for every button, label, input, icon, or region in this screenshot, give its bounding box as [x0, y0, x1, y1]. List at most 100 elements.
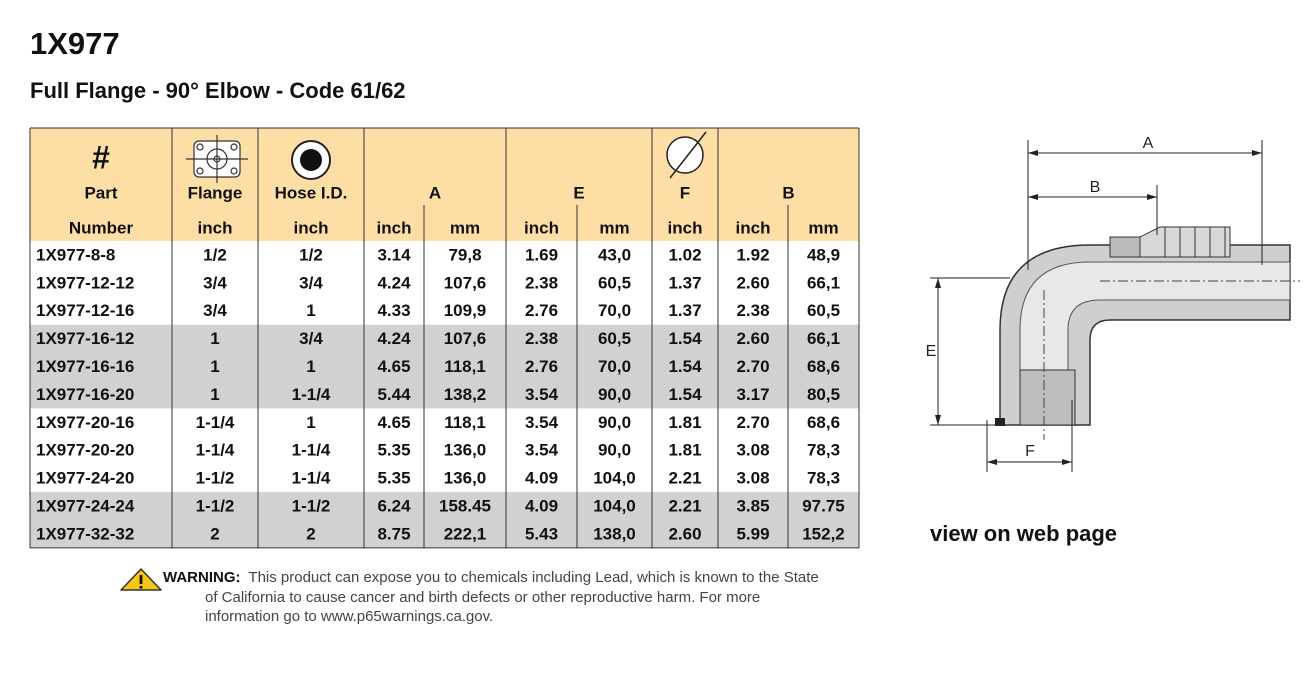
- table-cell: 97.75: [802, 497, 845, 516]
- table-cell: 136,0: [444, 469, 487, 488]
- table-cell: 4.33: [377, 301, 410, 320]
- column-header: B: [782, 183, 794, 202]
- table-cell: 109,9: [444, 301, 487, 320]
- table-cell: 60,5: [807, 301, 840, 320]
- hose-icon: [291, 140, 331, 180]
- column-unit: inch: [294, 218, 329, 237]
- table-cell: 1X977-16-20: [36, 385, 134, 404]
- diameter-icon: [666, 131, 707, 179]
- table-cell: 3.54: [525, 441, 559, 460]
- table-cell: 107,6: [444, 329, 487, 348]
- flange-icon: [186, 135, 248, 183]
- table-cell: 90,0: [598, 441, 631, 460]
- table-cell: 1.54: [668, 357, 702, 376]
- table-cell: 1: [210, 385, 219, 404]
- table-cell: 1X977-12-16: [36, 301, 134, 320]
- table-cell: 1.37: [668, 301, 701, 320]
- table-cell: 1.81: [668, 413, 701, 432]
- warning-label: WARNING:: [163, 569, 241, 586]
- table-cell: 1: [306, 413, 315, 432]
- row-shading: [30, 380, 859, 409]
- warning-text: This product can expose you to chemicals…: [248, 569, 818, 586]
- table-cell: 48,9: [807, 245, 840, 264]
- table-cell: 1.81: [668, 441, 701, 460]
- table-cell: 2.70: [736, 357, 769, 376]
- table-cell: 138,0: [593, 524, 636, 543]
- table-cell: 1-1/4: [196, 413, 235, 432]
- table-cell: 1: [210, 329, 219, 348]
- row-shading: [30, 520, 859, 548]
- table-cell: 138,2: [444, 385, 487, 404]
- table-cell: 43,0: [598, 245, 631, 264]
- warning-text: of California to cause cancer and birth …: [205, 589, 760, 606]
- table-cell: 90,0: [598, 385, 631, 404]
- title: 1X977: [30, 26, 120, 61]
- table-cell: 1.92: [736, 245, 769, 264]
- table-cell: 1-1/4: [292, 385, 331, 404]
- table-cell: 158.45: [439, 497, 491, 516]
- table-cell: 3/4: [299, 329, 323, 348]
- table-cell: 4.24: [377, 273, 411, 292]
- column-unit: mm: [450, 218, 480, 237]
- table-cell: 4.65: [377, 357, 410, 376]
- table-cell: 3/4: [299, 273, 323, 292]
- table-cell: 2.76: [525, 357, 558, 376]
- table-cell: 1-1/4: [196, 441, 235, 460]
- table-cell: 3.54: [525, 413, 559, 432]
- web-link[interactable]: view on web page: [930, 521, 1117, 546]
- table-cell: 5.99: [736, 524, 769, 543]
- table-cell: 1.69: [525, 245, 558, 264]
- table-cell: 1: [306, 357, 315, 376]
- column-unit: Number: [69, 218, 134, 237]
- column-unit: inch: [524, 218, 559, 237]
- table-cell: 5.35: [377, 469, 410, 488]
- table-cell: 90,0: [598, 413, 631, 432]
- table-cell: 2.60: [736, 329, 769, 348]
- column-header: Part: [84, 183, 117, 202]
- table-cell: 118,1: [444, 413, 486, 432]
- table-cell: 2: [210, 524, 219, 543]
- table-cell: 2: [306, 524, 315, 543]
- table-cell: 1X977-8-8: [36, 245, 115, 264]
- table-cell: 1X977-20-20: [36, 441, 134, 460]
- table-cell: 78,3: [807, 469, 840, 488]
- table-cell: 3.08: [736, 441, 769, 460]
- table-cell: 1X977-24-24: [36, 497, 135, 516]
- table-cell: 2.21: [668, 469, 701, 488]
- table-cell: 68,6: [807, 357, 840, 376]
- table-cell: 80,5: [807, 385, 840, 404]
- warning-line: WARNING: This product can expose you to …: [163, 569, 819, 586]
- table-cell: 70,0: [598, 301, 631, 320]
- table-cell: 60,5: [598, 329, 631, 348]
- table-cell: 1.54: [668, 329, 702, 348]
- table-cell: 4.65: [377, 413, 410, 432]
- table-cell: 66,1: [807, 329, 840, 348]
- table-cell: 66,1: [807, 273, 840, 292]
- warning-icon: [120, 568, 162, 591]
- table-cell: 1-1/2: [292, 497, 331, 516]
- table-cell: 5.43: [525, 524, 558, 543]
- table-cell: 2.21: [668, 497, 701, 516]
- table-cell: 3/4: [203, 301, 227, 320]
- table-cell: 2.38: [736, 301, 769, 320]
- table-cell: 1.37: [668, 273, 701, 292]
- table-cell: 3.08: [736, 469, 769, 488]
- row-shading: [30, 352, 859, 381]
- table-cell: 4.09: [525, 497, 558, 516]
- table-cell: 222,1: [444, 524, 487, 543]
- table-cell: 1X977-16-16: [36, 357, 134, 376]
- table-cell: 78,3: [807, 441, 840, 460]
- table-cell: 1: [306, 301, 315, 320]
- table-cell: 6.24: [377, 497, 411, 516]
- header-background: [30, 128, 859, 241]
- table-cell: 60,5: [598, 273, 631, 292]
- table-cell: 118,1: [444, 357, 486, 376]
- table-cell: 3.54: [525, 385, 559, 404]
- table-cell: 3.17: [736, 385, 769, 404]
- column-unit: inch: [377, 218, 412, 237]
- row-shading: [30, 324, 859, 353]
- column-unit: inch: [668, 218, 703, 237]
- table-cell: 2.76: [525, 301, 558, 320]
- table-cell: 1X977-20-16: [36, 413, 134, 432]
